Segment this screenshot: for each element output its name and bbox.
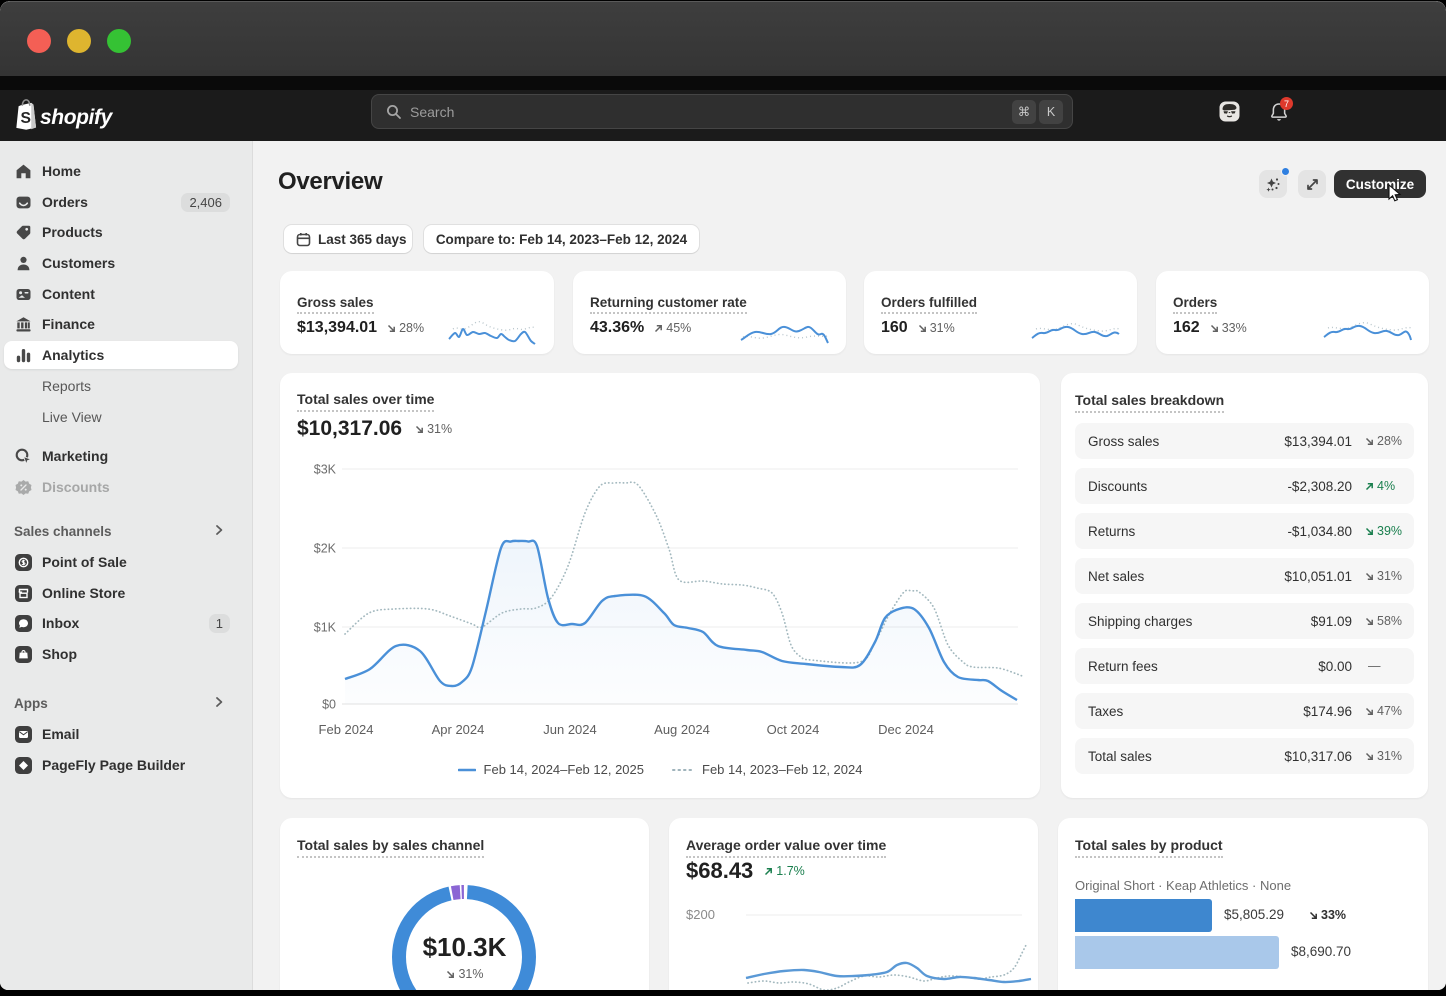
svg-text:$3K: $3K	[314, 463, 337, 477]
svg-text:shopify: shopify	[40, 106, 114, 129]
svg-text:$0: $0	[322, 698, 336, 712]
svg-text:Oct 2024: Oct 2024	[767, 722, 820, 737]
svg-text:$2K: $2K	[314, 542, 337, 556]
svg-text:Apr 2024: Apr 2024	[432, 722, 485, 737]
svg-text:Aug 2024: Aug 2024	[654, 722, 710, 737]
svg-text:Feb 2024: Feb 2024	[319, 722, 374, 737]
svg-text:S: S	[21, 110, 31, 127]
svg-text:Jun 2024: Jun 2024	[543, 722, 597, 737]
svg-text:Dec 2024: Dec 2024	[878, 722, 934, 737]
svg-text:$1K: $1K	[314, 621, 337, 635]
